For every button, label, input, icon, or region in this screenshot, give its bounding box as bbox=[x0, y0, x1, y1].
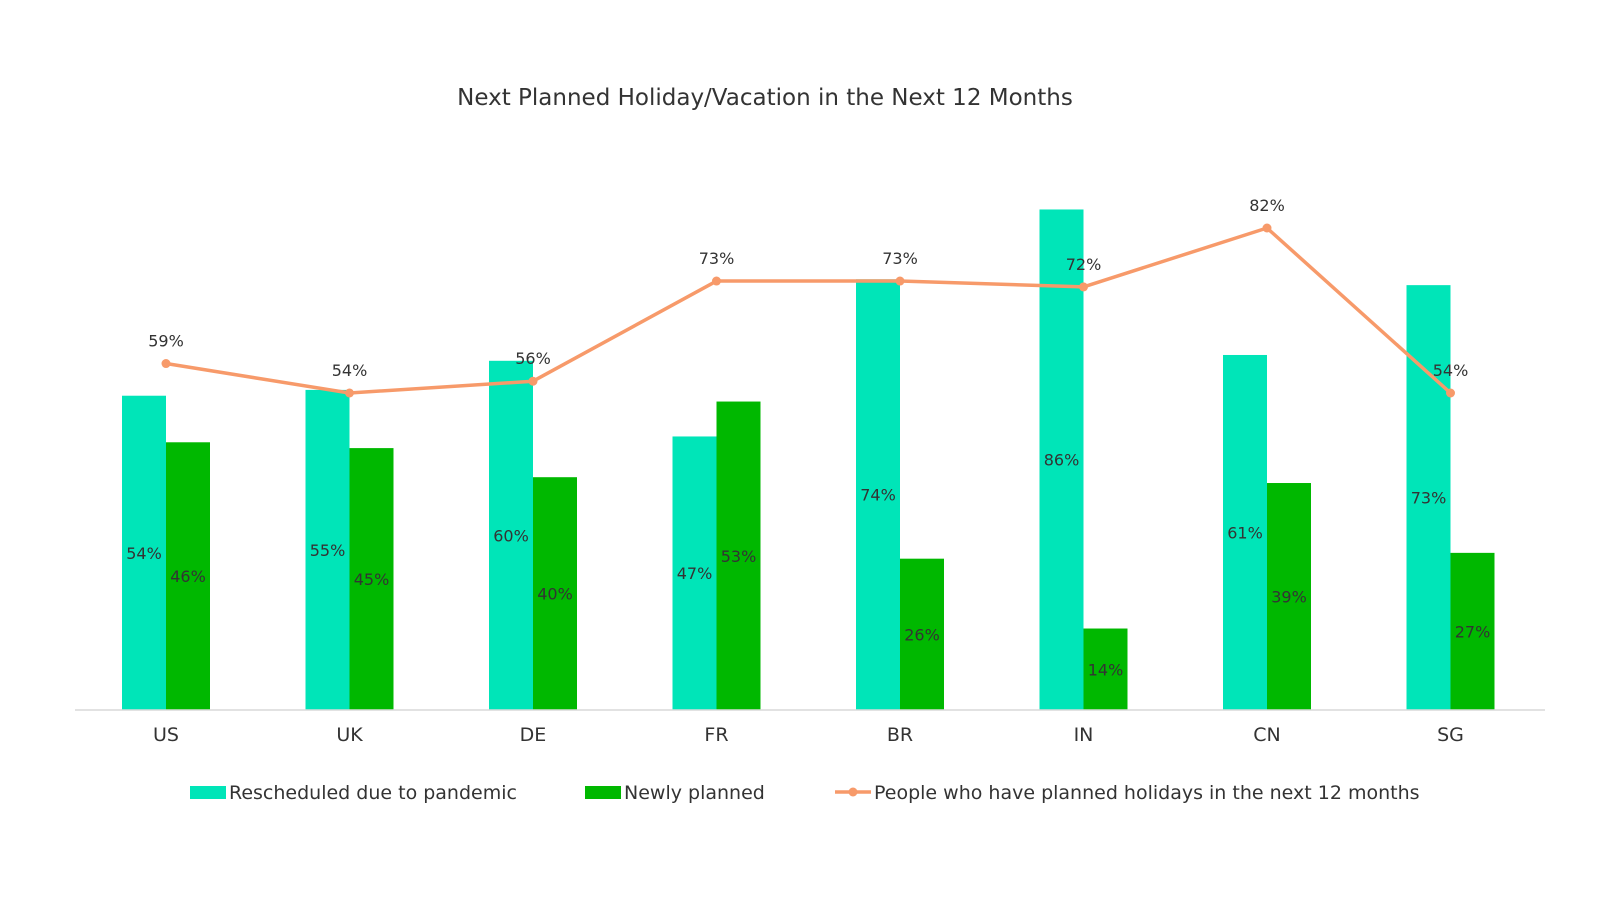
bar-rescheduled-in bbox=[1039, 209, 1084, 711]
x-tick-br: BR bbox=[887, 724, 913, 746]
line-label-uk: 54% bbox=[332, 361, 368, 380]
x-tick-de: DE bbox=[520, 724, 547, 746]
bar-label-rescheduled-br: 74% bbox=[860, 486, 896, 505]
bar-newly-planned-fr bbox=[716, 401, 761, 710]
bar-rescheduled-us bbox=[122, 395, 166, 710]
x-tick-cn: CN bbox=[1253, 724, 1280, 746]
line-label-br: 73% bbox=[882, 249, 918, 268]
legend-swatch-rescheduled bbox=[190, 786, 226, 799]
x-tick-in: IN bbox=[1074, 724, 1094, 746]
bar-newly-planned-br bbox=[900, 558, 944, 710]
x-tick-uk: UK bbox=[336, 724, 363, 746]
bar-label-newly-planned-br: 26% bbox=[904, 625, 940, 644]
bar-rescheduled-uk bbox=[305, 389, 350, 710]
bar-rescheduled-sg bbox=[1406, 285, 1451, 710]
line-point-de bbox=[528, 376, 538, 386]
bar-label-newly-planned-sg: 27% bbox=[1455, 622, 1491, 641]
bar-label-newly-planned-in: 14% bbox=[1088, 660, 1124, 679]
x-tick-us: US bbox=[153, 724, 179, 746]
bar-label-rescheduled-us: 54% bbox=[126, 544, 162, 563]
legend-swatch-marker bbox=[848, 787, 858, 797]
bar-newly-planned-uk bbox=[349, 448, 394, 710]
legend-swatch-newly-planned bbox=[585, 786, 621, 799]
bar-label-newly-planned-uk: 45% bbox=[354, 570, 390, 589]
line-point-br bbox=[895, 276, 905, 286]
line-label-fr: 73% bbox=[699, 249, 735, 268]
line-point-cn bbox=[1262, 223, 1272, 233]
x-tick-sg: SG bbox=[1437, 724, 1464, 746]
bar-rescheduled-de bbox=[489, 360, 533, 710]
chart-title: Next Planned Holiday/Vacation in the Nex… bbox=[457, 85, 1073, 111]
bar-label-rescheduled-in: 86% bbox=[1044, 451, 1080, 470]
bar-label-newly-planned-us: 46% bbox=[170, 567, 206, 586]
line-planned-holidays bbox=[165, 226, 1452, 395]
line-point-uk bbox=[345, 388, 354, 398]
bar-rescheduled-cn bbox=[1223, 354, 1267, 710]
line-point-us bbox=[161, 359, 171, 369]
line-label-in: 72% bbox=[1066, 255, 1102, 274]
bar-rescheduled-fr bbox=[672, 436, 717, 710]
bar-newly-planned-us bbox=[166, 442, 210, 710]
legend-label-newly-planned: Newly planned bbox=[624, 782, 765, 804]
line-point-sg bbox=[1446, 388, 1455, 398]
x-tick-labels: US UK DE FR BR IN CN SG bbox=[153, 724, 1464, 746]
bar-label-newly-planned-de: 40% bbox=[537, 585, 573, 604]
x-tick-fr: FR bbox=[704, 724, 728, 746]
bar-newly-planned-de bbox=[533, 477, 577, 710]
bar-newly-planned-in bbox=[1083, 628, 1128, 710]
line-layer bbox=[161, 223, 1455, 398]
line-point-in bbox=[1079, 282, 1088, 292]
line-label-de: 56% bbox=[515, 349, 551, 368]
bar-rescheduled-br bbox=[856, 279, 900, 710]
bar-label-newly-planned-cn: 39% bbox=[1271, 588, 1307, 607]
bar-label-newly-planned-fr: 53% bbox=[721, 547, 757, 566]
line-label-us: 59% bbox=[148, 332, 184, 351]
line-point-fr bbox=[712, 276, 721, 286]
legend: Rescheduled due to pandemic Newly planned… bbox=[190, 782, 1420, 804]
bar-label-rescheduled-cn: 61% bbox=[1227, 523, 1263, 542]
legend-label-rescheduled: Rescheduled due to pandemic bbox=[229, 782, 517, 804]
legend-label-planned-holidays: People who have planned holidays in the … bbox=[874, 782, 1420, 804]
bar-newly-planned-cn bbox=[1267, 483, 1311, 710]
bars-layer bbox=[122, 209, 1495, 711]
bar-label-rescheduled-de: 60% bbox=[493, 526, 529, 545]
bar-label-rescheduled-uk: 55% bbox=[310, 541, 346, 560]
labels-layer: 54% 46% 55% 45% 60% 40% 47% 53% 74% 26% 86% 14% 61% 3… bbox=[126, 196, 1490, 679]
bar-label-rescheduled-sg: 73% bbox=[1411, 489, 1447, 508]
bar-label-rescheduled-fr: 47% bbox=[677, 564, 713, 583]
bar-newly-planned-sg bbox=[1450, 552, 1495, 710]
line-label-cn: 82% bbox=[1249, 196, 1285, 215]
line-label-sg: 54% bbox=[1433, 361, 1469, 380]
